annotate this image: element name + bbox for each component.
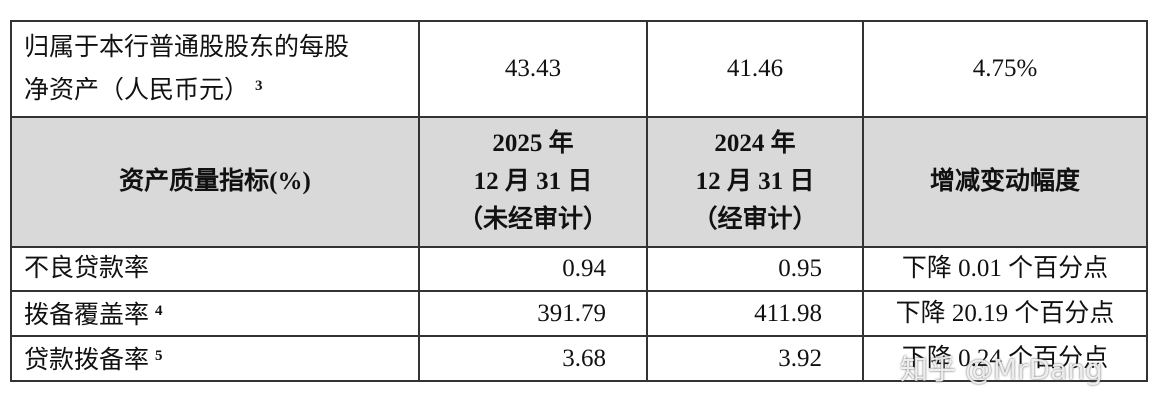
cell-text: 4.75% [972,55,1038,82]
cell: 0.95 [646,246,864,292]
header-line: （未经审计） [457,206,608,233]
cell: 0.94 [418,246,648,292]
label-text: 拨备覆盖率 [24,302,150,329]
cell-text: 3.92 [778,344,822,372]
header-cell: 资产质量指标(%) [10,116,420,248]
header-line: （经审计） [692,206,818,233]
header-line: 增减变动幅度 [929,168,1080,195]
row-label: 归属于本行普通股股东的每股 净资产（人民币元） 3 [10,20,420,118]
footnote-mark: 5 [155,348,163,364]
header-line: 2025 年 [492,130,574,157]
cell: 3.92 [646,335,864,382]
cell-text: 3.68 [562,344,606,372]
cell-text: 0.94 [562,255,606,282]
cell: 下降 20.19 个百分点 [862,290,1148,337]
row-label: 不良贷款率 [10,246,420,292]
table-row: 归属于本行普通股股东的每股 净资产（人民币元） 3 43.43 41.46 4.75% [10,20,1148,118]
label-line: 净资产（人民币元） 3 [24,76,263,104]
cell: 4.75% [862,20,1148,118]
cell: 下降 0.24 个百分点 [862,335,1148,382]
table-row: 不良贷款率 0.94 0.95 下降 0.01 个百分点 [10,246,1148,292]
header-row: 资产质量指标(%) 2025 年 12 月 31 日 （未经审计） 2024 年 12 月… [10,116,1148,248]
footnote-mark: 4 [155,303,163,319]
cell-text: 下降 20.19 个百分点 [895,299,1115,327]
cell-text: 411.98 [754,299,822,327]
label-line: 归属于本行普通股股东的每股 [24,33,350,61]
cell-text: 41.46 [726,55,784,82]
cell: 41.46 [646,20,864,118]
cell: 411.98 [646,290,864,337]
header-line: 资产质量指标(%) [119,168,311,195]
footnote-mark: 3 [255,77,263,94]
row-label: 贷款拨备率 5 [10,335,420,382]
cell-text: 43.43 [504,55,562,82]
label-text: 不良贷款率 [24,255,150,282]
cell-text: 0.95 [778,255,822,282]
header-line: 12 月 31 日 [695,168,815,195]
label-text: 贷款拨备率 [24,347,150,374]
header-line: 2024 年 [714,130,796,157]
row-label: 拨备覆盖率 4 [10,290,420,337]
cell: 43.43 [418,20,648,118]
header-cell: 2024 年 12 月 31 日 （经审计） [646,116,864,248]
table-row: 拨备覆盖率 4 391.79 411.98 下降 20.19 个百分点 [10,290,1148,337]
cell-text: 下降 0.01 个百分点 [901,255,1109,282]
header-line: 12 月 31 日 [473,168,593,195]
cell-text: 下降 0.24 个百分点 [901,344,1109,372]
cell: 3.68 [418,335,648,382]
table-body: 归属于本行普通股股东的每股 净资产（人民币元） 3 43.43 41.46 4.75% 资产… [10,20,1148,382]
table-row: 贷款拨备率 5 3.68 3.92 下降 0.24 个百分点 [10,335,1148,382]
watermark: 知乎 @MrDang [900,353,1103,386]
cell-text: 391.79 [537,299,606,327]
asset-table: 归属于本行普通股股东的每股 净资产（人民币元） 3 43.43 41.46 4.75% 资产… [10,20,1148,382]
cell: 391.79 [418,290,648,337]
cell: 下降 0.01 个百分点 [862,246,1148,292]
header-cell: 增减变动幅度 [862,116,1148,248]
header-cell: 2025 年 12 月 31 日 （未经审计） [418,116,648,248]
